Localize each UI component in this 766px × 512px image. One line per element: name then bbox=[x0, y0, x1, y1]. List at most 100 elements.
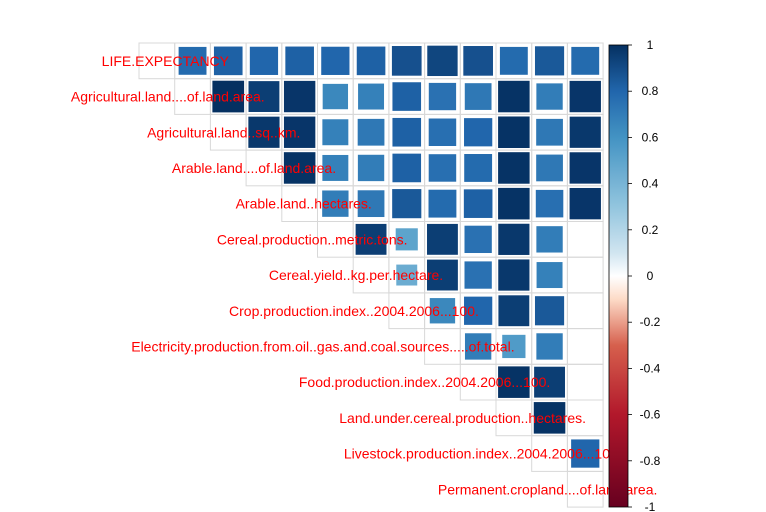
correlation-cell bbox=[568, 151, 602, 185]
correlation-cell bbox=[463, 332, 493, 361]
correlation-cell bbox=[463, 82, 493, 111]
grid-cell bbox=[566, 256, 604, 294]
correlation-cell bbox=[428, 297, 457, 325]
correlation-cell bbox=[391, 116, 423, 148]
correlation-cell bbox=[570, 438, 601, 469]
correlation-cell bbox=[532, 401, 567, 435]
variable-label: Food.production.index..2004.2006...100. bbox=[299, 374, 550, 390]
correlation-cell bbox=[355, 45, 387, 77]
correlation-cell bbox=[498, 45, 529, 76]
correlation-cell bbox=[501, 333, 527, 360]
correlation-cell bbox=[497, 294, 531, 328]
variable-label: LIFE.EXPECTANCY bbox=[102, 53, 230, 69]
variable-label: Land.under.cereal.production..hectares. bbox=[339, 410, 586, 426]
correlation-cell bbox=[535, 225, 564, 254]
legend-tick-label: -0.6 bbox=[640, 408, 661, 422]
correlation-cell bbox=[497, 222, 531, 256]
legend-tick-label: -0.4 bbox=[640, 361, 661, 375]
color-legend-bar bbox=[608, 44, 629, 508]
correlation-cell bbox=[462, 45, 494, 77]
correlation-cell bbox=[497, 115, 531, 150]
legend-tick-label: 0.2 bbox=[642, 223, 659, 237]
correlation-cell bbox=[390, 45, 423, 77]
grid-cell bbox=[566, 470, 604, 508]
variable-label: Agricultural.land....of.land.area. bbox=[71, 89, 265, 105]
legend-tick-label: 0.4 bbox=[642, 177, 659, 191]
correlation-cell bbox=[320, 45, 351, 76]
correlation-cell bbox=[570, 45, 601, 76]
legend-tick-label: 1 bbox=[647, 38, 654, 52]
variable-label: Cereal.yield..kg.per.hectare. bbox=[269, 267, 443, 283]
correlation-cell bbox=[568, 115, 602, 149]
variable-label: Permanent.cropland....of.land.area. bbox=[438, 481, 657, 497]
grid-cell bbox=[566, 292, 604, 330]
correlation-cell bbox=[395, 263, 419, 287]
variable-label: Electricity.production.from.oil..gas.and… bbox=[131, 338, 514, 354]
legend-tick-label: -0.2 bbox=[640, 315, 661, 329]
correlation-cell bbox=[391, 152, 423, 184]
correlation-cell bbox=[391, 188, 423, 220]
variable-label: Arable.land..hectares. bbox=[236, 196, 372, 212]
correlation-cell bbox=[535, 117, 564, 147]
correlation-cell bbox=[533, 365, 566, 399]
correlation-cell bbox=[497, 186, 531, 221]
correlation-cell bbox=[212, 45, 244, 77]
grid-cell bbox=[566, 221, 604, 258]
correlation-cell bbox=[427, 188, 458, 219]
correlation-cell bbox=[497, 79, 531, 114]
correlation-cell bbox=[463, 260, 493, 290]
variable-label: Agricultural.land..sq..km. bbox=[147, 124, 300, 140]
correlation-cell bbox=[282, 79, 317, 114]
correlation-cell bbox=[394, 227, 419, 252]
correlation-cell bbox=[427, 153, 458, 183]
correlation-cell bbox=[533, 295, 566, 327]
correlation-cell bbox=[463, 295, 494, 326]
correlation-cell bbox=[462, 188, 494, 219]
legend-tick-label: -0.8 bbox=[640, 454, 661, 468]
correlation-cell bbox=[284, 45, 315, 77]
variable-label: Crop.production.index..2004.2006...100. bbox=[229, 303, 479, 319]
correlation-cell bbox=[568, 186, 602, 221]
correlation-cell bbox=[426, 44, 459, 78]
correlation-cell bbox=[248, 45, 280, 76]
legend-tick-label: 0.8 bbox=[642, 84, 659, 98]
correlation-cell bbox=[427, 81, 458, 112]
correlation-cell bbox=[463, 117, 494, 148]
correlation-cell bbox=[321, 189, 350, 218]
variable-label: Arable.land....of.land.area. bbox=[172, 160, 336, 176]
correlation-cell bbox=[321, 82, 350, 111]
variable-label: Livestock.production.index..2004.2006...… bbox=[344, 446, 622, 462]
correlation-cell bbox=[535, 332, 564, 361]
correlation-cell bbox=[211, 79, 246, 114]
correlation-cell bbox=[357, 82, 386, 111]
correlation-cell bbox=[427, 117, 458, 148]
correlation-cell bbox=[535, 153, 564, 183]
legend-tick-label: 0 bbox=[647, 269, 654, 283]
correlation-cell bbox=[356, 189, 386, 219]
correlation-cell bbox=[463, 153, 494, 183]
correlation-cell bbox=[356, 153, 386, 183]
grid-cell bbox=[566, 328, 604, 365]
legend-tick-label: -1 bbox=[645, 500, 656, 512]
correlation-cell bbox=[282, 115, 317, 149]
correlation-cell bbox=[533, 45, 566, 77]
correlation-cell bbox=[463, 224, 493, 255]
correlation-cell bbox=[321, 118, 350, 147]
correlation-cell bbox=[282, 151, 317, 185]
correlation-cell bbox=[568, 79, 602, 114]
correlation-cell bbox=[391, 81, 423, 112]
correlation-cell bbox=[497, 365, 531, 399]
variable-label: Cereal.production..metric.tons. bbox=[217, 231, 408, 247]
grid-cell bbox=[566, 363, 604, 401]
correlation-cell bbox=[247, 115, 281, 149]
correlation-cell bbox=[534, 188, 565, 219]
correlation-cell bbox=[535, 82, 564, 111]
correlation-cell bbox=[247, 80, 281, 113]
correlation-cell bbox=[497, 258, 531, 292]
correlation-cell bbox=[321, 153, 350, 182]
correlation-cell bbox=[535, 261, 564, 290]
correlation-cell bbox=[497, 151, 531, 185]
correlation-cell bbox=[354, 222, 388, 256]
legend-tick-label: 0.6 bbox=[642, 130, 659, 144]
